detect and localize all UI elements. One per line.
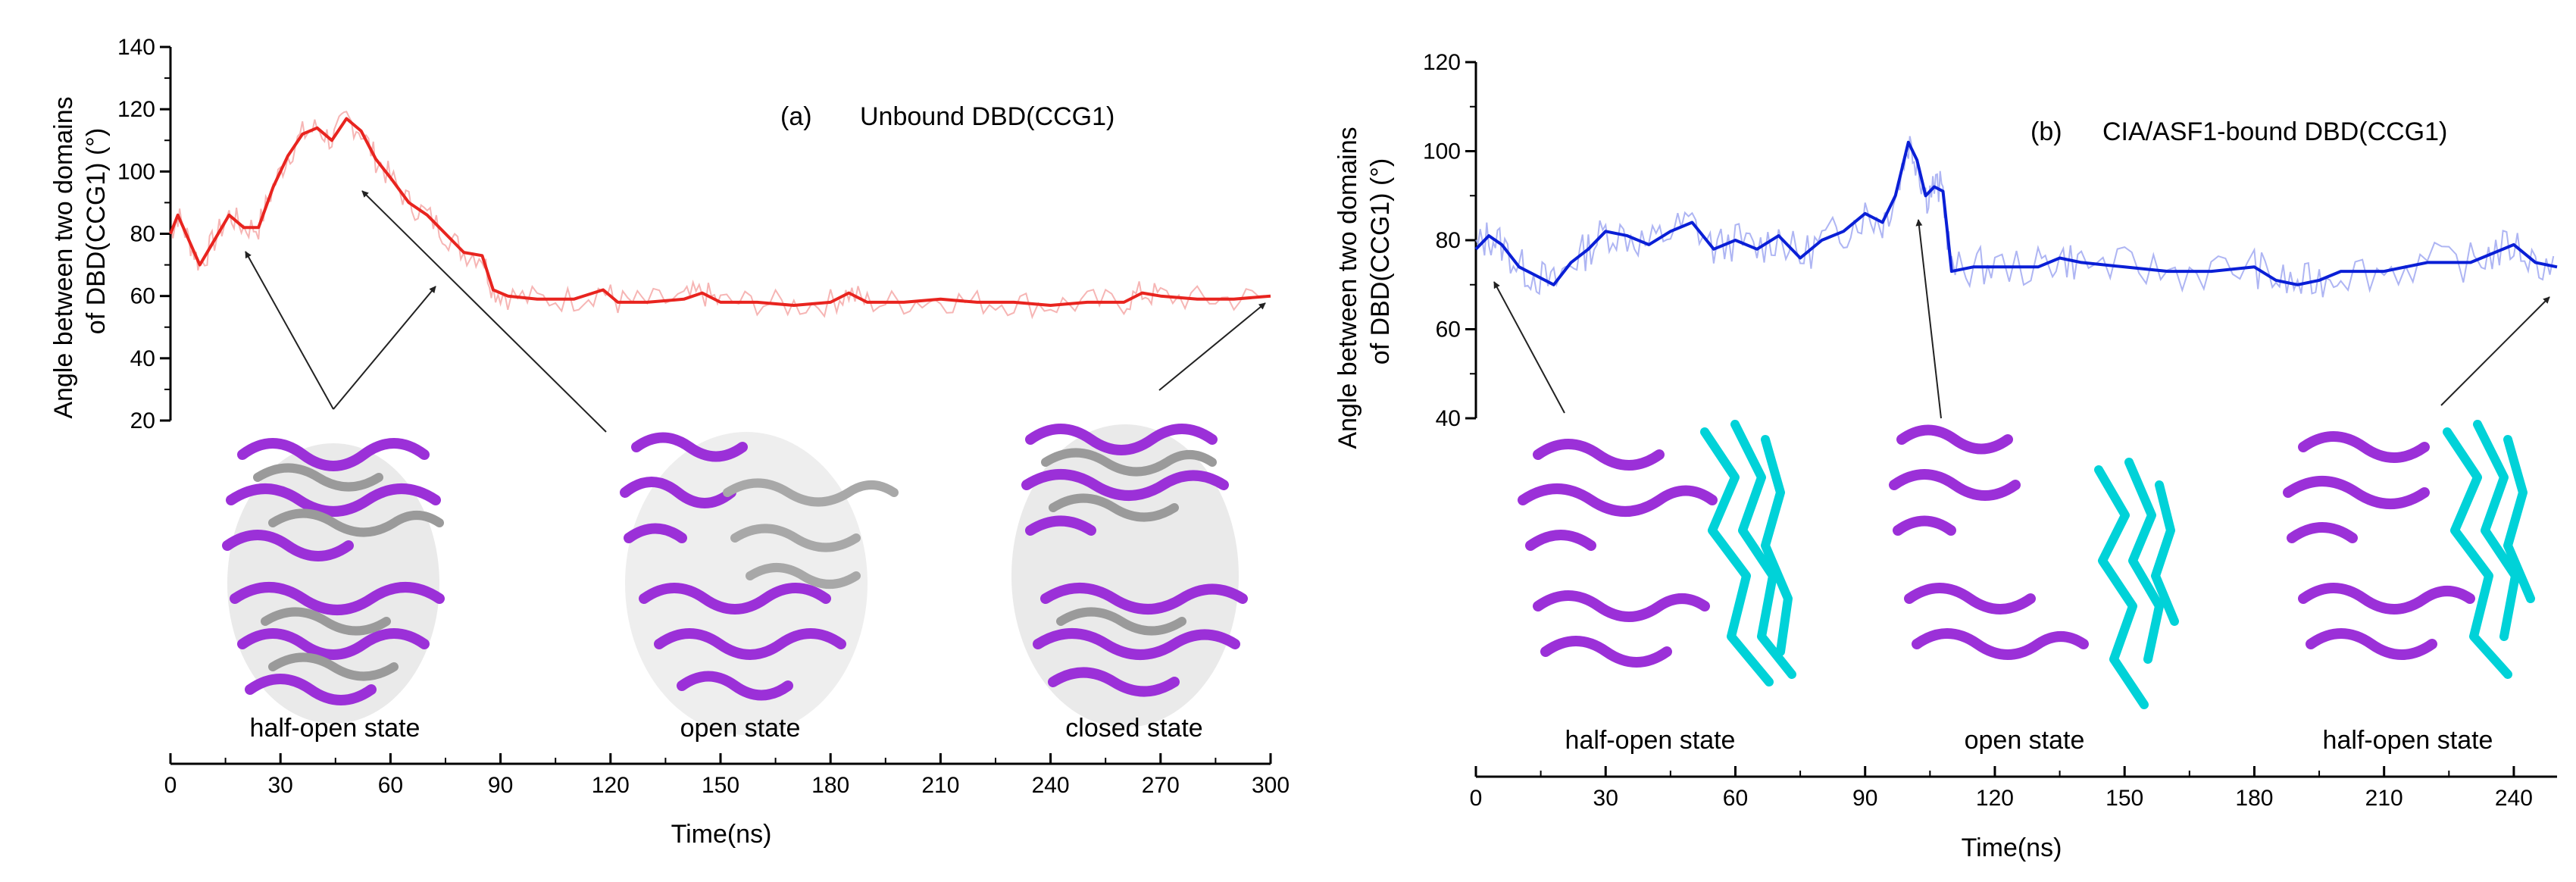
panel-a-x-tick-label: 150 [702,773,739,798]
panel-b-ylabel-line2: of DBD(CCG1) (°) [1366,158,1395,364]
panel-a-arrow-3 [1158,302,1266,391]
panel-a-x-tick-label: 120 [592,773,630,798]
panel-a-x-tick-label: 240 [1032,773,1070,798]
panel-a-label: (a) [780,102,812,131]
panel-b-bound: 40 60 80 100 120 0 30 60 90 120 150 180 210 240 (b) C… [1333,50,2558,862]
panel-a-y-tick-label: 60 [130,284,155,309]
panel-b-y-tick-label: 120 [1423,50,1461,75]
panel-b-raw-series [1475,136,2555,298]
panel-a-x-tick-label: 210 [921,773,959,798]
panel-b-half-open-structure-1 [1518,420,1796,687]
panel-a-state-label-3: closed state [1065,714,1202,743]
panel-a-raw-series [170,111,1265,320]
panel-b-half-open-structure-2 [2283,420,2535,679]
panel-b-y-tick-label: 100 [1423,139,1461,164]
panel-b-xlabel: Time(ns) [1962,834,2062,862]
panel-b-open-structure [1889,424,2179,709]
panel-b-x-tick-label: 150 [2106,786,2143,811]
panel-a-closed-structure [1011,424,1248,727]
panel-a-state-label-1: half-open state [250,714,420,743]
panel-a-y-tick-label: 20 [130,408,155,433]
panel-b-series-line [1474,140,2558,286]
panel-b-y-tick-label: 60 [1436,317,1461,342]
panel-b-x-tick-label: 120 [1976,786,2014,811]
panel-b-x-tick-label: 60 [1723,786,1748,811]
panel-a-y-tick-label: 140 [117,35,155,60]
panel-b-x-tick-label: 90 [1852,786,1877,811]
panel-b-arrow-1 [1493,281,1565,414]
panel-a-ylabel-line2: of DBD(CCG1) (°) [82,128,111,334]
panel-a-x-tick-label: 270 [1142,773,1180,798]
panel-a-plot: 20 40 60 80 100 120 140 0 30 60 90 120 150 180 210 240 2… [117,35,1290,798]
panel-a-series-line [169,117,1271,307]
panel-a-half-open-structure [222,438,445,724]
panel-b-x-tick-label: 180 [2235,786,2273,811]
panel-b-x-tick-label: 210 [2365,786,2403,811]
panel-a-y-tick-label: 120 [117,97,155,122]
panel-b-x-tick-label: 0 [1470,786,1483,811]
panel-a-x-tick-label: 30 [268,773,293,798]
panel-a-title: Unbound DBD(CCG1) [860,102,1114,131]
panel-a-arrow-1b [333,286,436,410]
panel-a-ylabel-line1: Angle between two domains [49,96,78,418]
panel-a-arrow-1a [245,251,334,410]
panel-b-ylabel-line1: Angle between two domains [1333,127,1362,449]
panel-a-unbound: 20 40 60 80 100 120 140 0 30 60 90 120 150 180 210 240 2… [49,35,1290,849]
panel-b-x-tick-label: 30 [1593,786,1618,811]
panel-a-arrow-2 [361,190,607,433]
panel-b-x-tick-label: 240 [2495,786,2533,811]
panel-a-x-tick-label: 180 [811,773,849,798]
panel-a-xlabel: Time(ns) [671,820,772,849]
panel-b-y-tick-label: 40 [1436,406,1461,431]
panel-b-arrow-3 [2440,296,2550,406]
panel-b-plot: 40 60 80 100 120 0 30 60 90 120 150 180 210 240 [1423,50,2558,811]
panel-a-x-tick-label: 300 [1252,773,1290,798]
panel-b-state-label-1: half-open state [1565,726,1736,755]
panel-a-open-structure [620,432,899,735]
panel-b-state-label-2: open state [1965,726,2085,755]
panel-b-y-tick-label: 80 [1436,228,1461,253]
panel-a-x-tick-label: 90 [488,773,513,798]
panel-b-label: (b) [2030,117,2062,146]
panel-a-y-tick-label: 100 [117,159,155,184]
panel-a-x-tick-label: 60 [378,773,403,798]
panel-a-y-tick-label: 80 [130,222,155,247]
panel-a-x-tick-label: 0 [164,773,177,798]
panel-a-y-tick-label: 40 [130,346,155,371]
panel-a-state-label-2: open state [680,714,801,743]
panel-b-arrow-2 [1915,219,1942,419]
panel-b-title: CIA/ASF1-bound DBD(CCG1) [2102,117,2447,146]
panel-b-state-label-3: half-open state [2323,726,2493,755]
